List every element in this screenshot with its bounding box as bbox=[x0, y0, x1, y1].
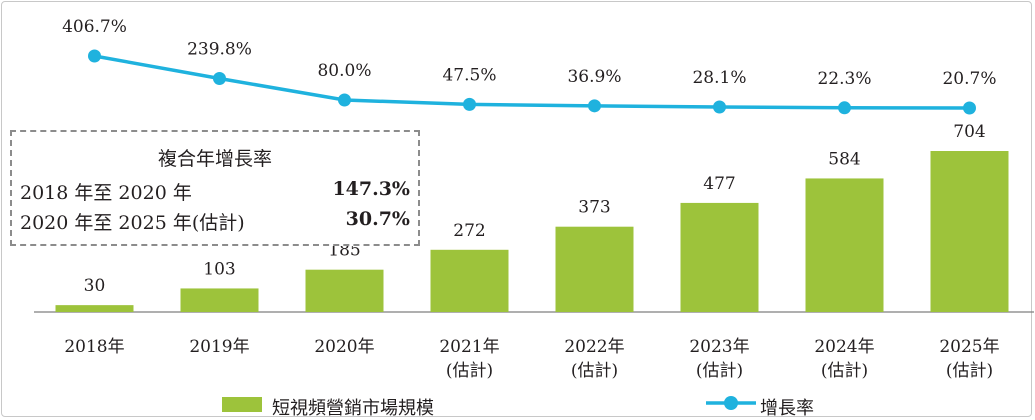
growth-rate-point bbox=[588, 99, 601, 113]
growth-rate-point bbox=[88, 49, 101, 63]
x-tick-label: (估計) bbox=[571, 361, 618, 381]
bar-6 bbox=[805, 178, 884, 312]
x-tick-label: (估計) bbox=[821, 361, 868, 381]
x-tick-label: (估計) bbox=[446, 361, 493, 381]
bar-1 bbox=[180, 288, 259, 312]
x-tick-label: 2018年 bbox=[64, 337, 124, 357]
x-tick-label: 2021年 bbox=[439, 337, 499, 357]
bar-value-label: 30 bbox=[84, 276, 106, 296]
growth-rate-point bbox=[463, 97, 476, 111]
x-tick-label: 2024年 bbox=[814, 337, 874, 357]
bar-value-label: 584 bbox=[828, 149, 860, 169]
bar-7 bbox=[930, 151, 1009, 312]
cagr-row-label: 2018 年至 2020 年 bbox=[20, 182, 192, 204]
cagr-row-2018-2020: 2018 年至 2020 年 147.3% bbox=[20, 178, 410, 205]
x-tick-label: 2023年 bbox=[689, 337, 749, 357]
legend-bar-swatch bbox=[222, 397, 262, 412]
bar-value-label: 704 bbox=[953, 122, 985, 142]
growth-rate-line bbox=[94, 54, 970, 110]
growth-rate-label: 47.5% bbox=[442, 65, 496, 85]
bar-value-label: 477 bbox=[703, 174, 735, 194]
bar-4 bbox=[555, 226, 634, 312]
cagr-row-2020-2025: 2020 年至 2025 年(估計) 30.7% bbox=[20, 208, 410, 235]
growth-rate-label: 36.9% bbox=[567, 67, 621, 87]
bar-5 bbox=[680, 202, 759, 312]
growth-rate-point bbox=[963, 101, 976, 115]
legend-line-marker bbox=[724, 396, 738, 410]
legend-bar-label: 短視頻營銷市場規模 bbox=[272, 398, 434, 419]
cagr-row-value: 30.7% bbox=[345, 208, 410, 230]
cagr-row-label: 2020 年至 2025 年(估計) bbox=[20, 212, 245, 234]
x-tick-label: (估計) bbox=[946, 361, 993, 381]
x-tick-label: 2022年 bbox=[564, 337, 624, 357]
cagr-title: 複合年增長率 bbox=[157, 148, 272, 170]
growth-rate-label: 20.7% bbox=[942, 69, 996, 89]
cagr-box: 複合年增長率 2018 年至 2020 年 147.3% 2020 年至 202… bbox=[10, 130, 420, 246]
growth-rate-label: 239.8% bbox=[187, 39, 252, 59]
growth-rate-point bbox=[338, 93, 351, 107]
growth-rate-point bbox=[838, 101, 851, 115]
bar-value-label: 103 bbox=[203, 259, 235, 279]
legend-line-swatch bbox=[706, 396, 756, 410]
growth-rate-point bbox=[713, 100, 726, 114]
cagr-row-value: 147.3% bbox=[332, 178, 410, 200]
bar-0 bbox=[55, 305, 134, 312]
growth-rate-label: 406.7% bbox=[62, 17, 127, 37]
growth-rate-label: 80.0% bbox=[317, 61, 371, 81]
growth-rate-point bbox=[213, 71, 226, 85]
legend-line-label: 增長率 bbox=[760, 398, 814, 419]
growth-rate-label: 28.1% bbox=[692, 68, 746, 88]
x-tick-label: (估計) bbox=[696, 361, 743, 381]
bar-3 bbox=[430, 249, 509, 312]
x-tick-label: 2020年 bbox=[314, 337, 374, 357]
bar-value-label: 373 bbox=[578, 198, 610, 218]
growth-rate-label: 22.3% bbox=[817, 69, 871, 89]
x-tick-label: 2025年 bbox=[939, 337, 999, 357]
x-tick-label: 2019年 bbox=[189, 337, 249, 357]
bar-value-label: 272 bbox=[453, 221, 485, 241]
bar-2 bbox=[305, 269, 384, 312]
